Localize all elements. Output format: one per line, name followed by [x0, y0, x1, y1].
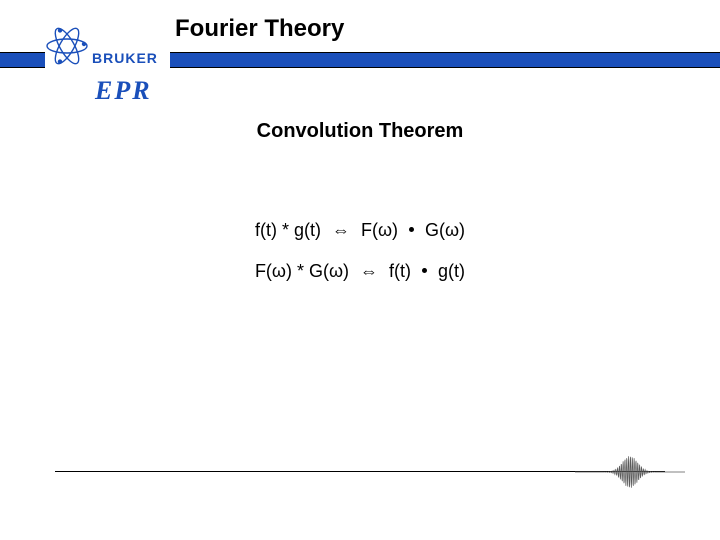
- equation-block: f(t) * g(t) ⇔ F(ω) G(ω) F(ω) * G(ω) ⇔ f(t…: [0, 200, 720, 302]
- equation-line: f(t) * g(t) ⇔ F(ω) G(ω): [0, 220, 720, 241]
- atom-icon: [45, 18, 91, 74]
- page-title: Fourier Theory: [175, 15, 344, 43]
- brand-name: BRUKER: [92, 50, 158, 66]
- equation-line: F(ω) * G(ω) ⇔ f(t) g(t): [0, 261, 720, 282]
- brand-logo: BRUKER EPR: [45, 18, 170, 108]
- footer-divider: [55, 471, 665, 472]
- product-name: EPR: [95, 76, 152, 106]
- waveform-icon: [575, 452, 685, 492]
- header: Fourier Theory BRUKER EPR: [0, 0, 720, 110]
- slide-subtitle: Convolution Theorem: [0, 120, 720, 143]
